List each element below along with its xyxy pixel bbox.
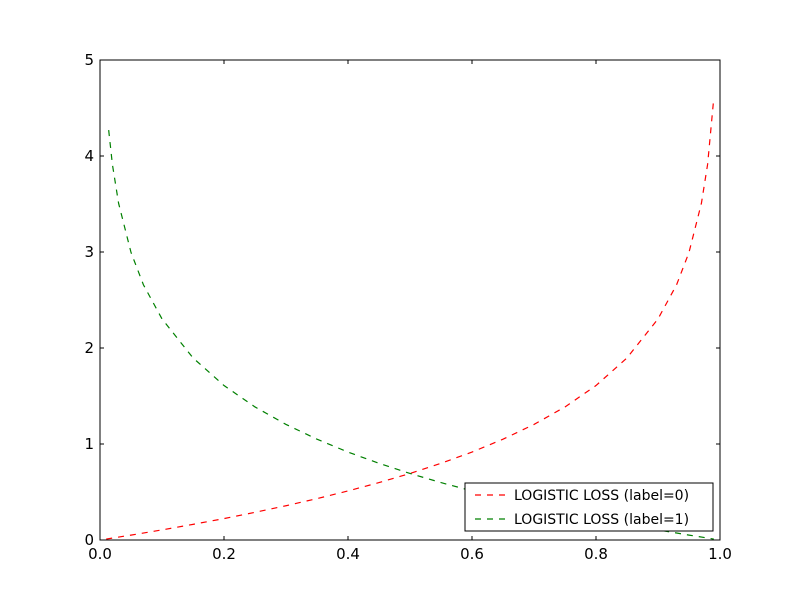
legend: LOGISTIC LOSS (label=0) LOGISTIC LOSS (l… xyxy=(464,482,714,532)
x-tick-label: 0.2 xyxy=(212,545,236,563)
x-tick-label: 1.0 xyxy=(708,545,732,563)
x-tick-label: 0.4 xyxy=(336,545,360,563)
series-layer xyxy=(106,97,715,540)
y-tick-label: 5 xyxy=(84,51,94,69)
series-line-label1 xyxy=(108,130,714,540)
y-tick-label: 4 xyxy=(84,147,94,165)
y-tick-label: 0 xyxy=(84,531,94,549)
series-line-label0 xyxy=(106,97,715,540)
y-tick-label: 2 xyxy=(84,339,94,357)
legend-box xyxy=(464,482,714,532)
legend-label-label1: LOGISTIC LOSS (label=1) xyxy=(514,512,689,528)
legend-label-label0: LOGISTIC LOSS (label=0) xyxy=(514,488,689,504)
x-tick-label: 0.6 xyxy=(460,545,484,563)
x-tick-label: 0.0 xyxy=(88,545,112,563)
x-tick-label: 0.8 xyxy=(584,545,608,563)
y-tick-label: 3 xyxy=(84,243,94,261)
ticks-layer: 0.0 0.2 0.4 0.6 0.8 1.0 0 1 2 3 4 5 xyxy=(84,51,731,563)
y-tick-label: 1 xyxy=(84,435,94,453)
plot-frame xyxy=(99,59,721,541)
